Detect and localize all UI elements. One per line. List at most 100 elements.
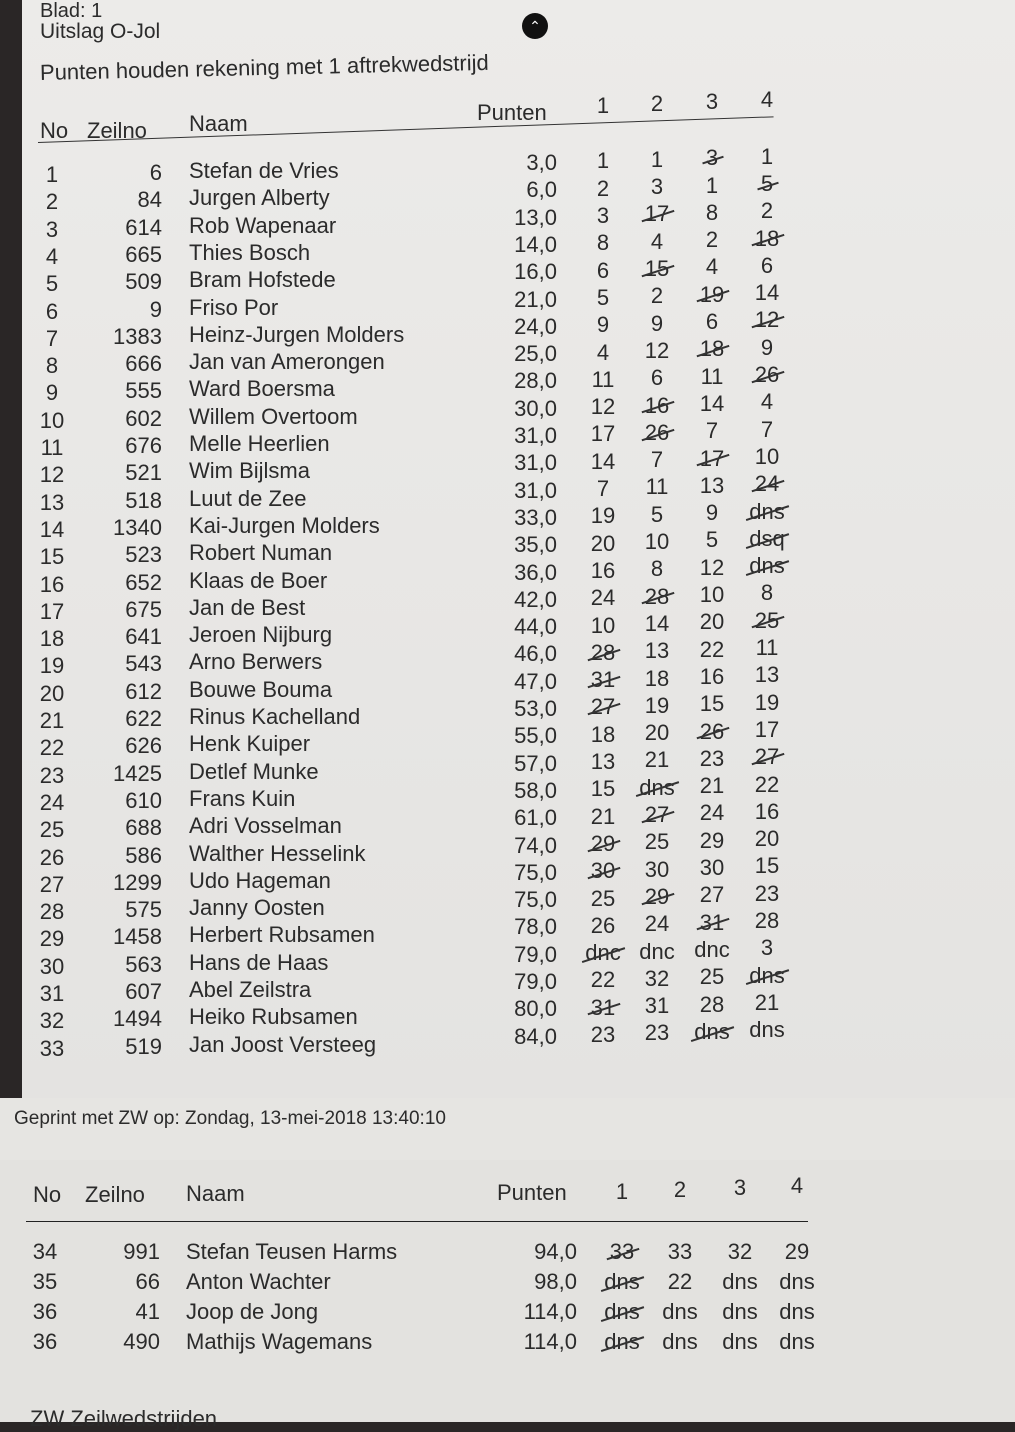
sailor-name: Friso Por [189,294,279,320]
rank: 16 [39,571,65,597]
race-1-result-discarded: dns [604,1269,640,1294]
race-3-result: 28 [699,991,725,1017]
race-2-result: 23 [644,1020,670,1046]
total-points: 31,0 [514,450,557,476]
race-3-result: 16 [699,663,725,689]
sailor-name: Janny Oosten [189,895,325,921]
rank: 17 [39,598,65,624]
rank: 31 [39,981,65,1006]
chevron-up-icon[interactable]: ⌃ [522,13,548,39]
column-header-race-3: 3 [733,1175,747,1201]
race-2-result: 25 [644,829,670,855]
race-3-result: 2 [705,227,719,253]
sail-number: 66 [135,1269,160,1294]
race-4-result: dns [749,1017,785,1043]
sailor-name: Kai-Jurgen Molders [189,512,380,538]
race-4-result-discarded: dns [749,498,785,524]
race-2-result-discarded: 27 [644,802,670,827]
race-4-result: 16 [754,798,780,824]
sailor-name: Detlef Munke [189,758,319,784]
total-points: 61,0 [514,805,557,831]
rank: 33 [39,1035,65,1061]
sailor-name: Heinz-Jurgen Molders [189,321,405,347]
sailor-name: Herbert Rubsamen [189,922,375,948]
result-sheet-page-2 [0,1160,1015,1422]
sail-number: 607 [125,979,162,1004]
race-3-result: 10 [699,582,725,607]
race-4-result: 22 [754,771,780,797]
column-header-naam: Naam [189,110,248,136]
race-3-result-discarded: 17 [699,445,725,471]
column-header-race-1: 1 [596,92,610,118]
race-4-result: 1 [760,143,774,169]
race-2-result: 13 [644,638,670,664]
total-points: 30,0 [514,395,557,421]
sail-number: 9 [149,296,162,322]
rank: 35 [32,1269,58,1294]
rank: 36 [32,1299,58,1324]
total-points: 46,0 [514,641,557,667]
sailor-name: Bouwe Bouma [189,676,333,702]
race-4-result: 15 [754,853,780,879]
race-2-result: 7 [650,447,664,473]
race-4-result-discarded: 5 [760,170,774,196]
race-2-result: 33 [667,1239,693,1264]
document-title: Uitslag O-Jol [40,20,161,43]
total-points: 58,0 [514,777,557,803]
rank: 21 [39,708,65,733]
sail-number: 519 [125,1033,162,1059]
race-4-result-discarded: 27 [754,744,780,770]
race-1-result: 21 [590,803,616,829]
rank: 10 [39,407,65,433]
race-4-result: 7 [760,416,774,442]
race-4-result-discarded: dns [749,553,785,579]
total-points: 28,0 [514,368,557,394]
total-points: 16,0 [514,259,557,285]
print-footer-strip [0,1098,1015,1160]
race-3-result-discarded: 26 [699,718,725,744]
rank: 11 [40,435,64,460]
rank: 25 [39,817,65,843]
sail-number: 665 [125,241,162,267]
sail-number: 622 [125,706,162,731]
race-1-result: 9 [596,312,610,338]
race-2-result: 30 [644,856,670,882]
sail-number: 612 [125,678,162,704]
print-timestamp: Geprint met ZW op: Zondag, 13-mei-2018 1… [14,1108,446,1129]
total-points: 31,0 [514,423,557,448]
total-points: 75,0 [514,859,557,885]
race-4-result-discarded: dns [749,962,785,988]
race-2-result: 18 [644,665,670,691]
sail-number: 688 [125,815,162,841]
race-4-result: dns [779,1299,815,1324]
total-points: 114,0 [523,1299,577,1324]
race-3-result-discarded: 19 [699,281,725,307]
race-3-result: 20 [699,609,725,635]
race-1-result-discarded: 27 [590,694,616,720]
column-header-naam: Naam [186,1181,245,1207]
race-2-result: dnc [639,938,675,964]
race-3-result: 6 [705,309,719,334]
race-4-result: 11 [755,635,779,660]
sailor-name: Melle Heerlien [189,431,330,456]
sail-number: 602 [125,405,162,431]
race-4-result-discarded: dsq [749,525,785,551]
race-2-result-discarded: 17 [644,201,670,227]
race-4-result: dns [779,1329,815,1354]
total-points: 75,0 [514,887,557,913]
race-3-result: 23 [699,745,725,771]
total-points: 79,0 [514,941,557,967]
race-4-result: 4 [760,389,774,415]
race-1-result: 24 [590,585,616,611]
race-1-result: 4 [596,339,610,365]
race-4-result: 21 [754,989,780,1015]
total-points: 79,0 [514,969,557,994]
rank: 27 [39,871,65,897]
race-2-result-discarded: 29 [644,883,670,909]
total-points: 14,0 [514,231,557,257]
race-3-result: 24 [699,800,725,826]
race-1-result-discarded: 31 [590,994,616,1020]
sail-number: 523 [125,542,162,568]
rank: 2 [45,189,59,215]
race-1-result: 10 [590,612,616,638]
